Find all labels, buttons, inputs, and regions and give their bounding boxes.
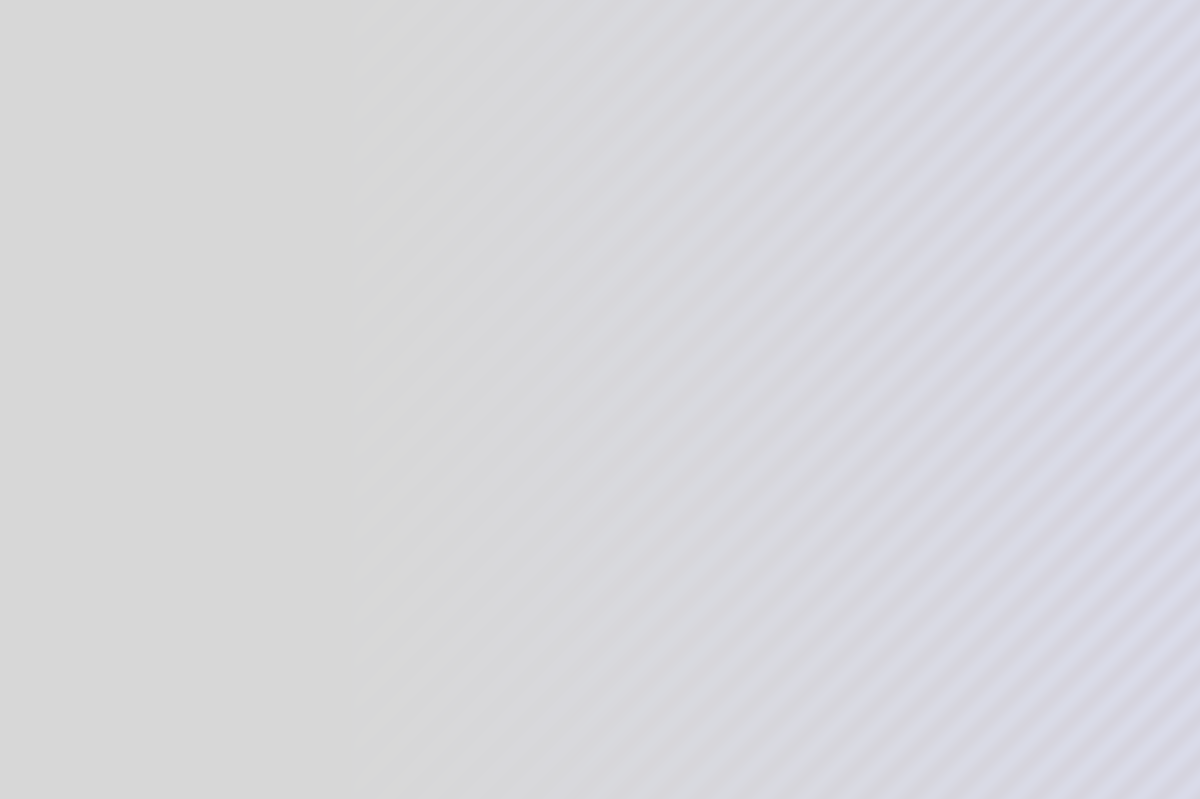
Text: $5,885,455: $5,885,455 <box>182 472 341 500</box>
Text: 39%: 39% <box>280 271 341 299</box>
Text: Using the following data, estimate the new Return on Investment if there is a: Using the following data, estimate the n… <box>22 22 1096 50</box>
Bar <box>18 175 348 545</box>
Text: 361,596: 361,596 <box>226 365 341 393</box>
Bar <box>18 175 348 545</box>
Text: Sales: Sales <box>25 192 98 220</box>
Text: Average
operating
assets: Average operating assets <box>25 436 158 535</box>
Text: base.: base. <box>22 98 97 126</box>
Text: Contribution
margin: Contribution margin <box>25 252 197 316</box>
Text: Controllable
fixed costs: Controllable fixed costs <box>25 348 192 411</box>
Text: Round to two decimal places. Be sure to enter the answer as a percentage but: Round to two decimal places. Be sure to … <box>22 640 1116 668</box>
Text: 11% decrease in variable and fixed costs- with average operating assets as the: 11% decrease in variable and fixed costs… <box>22 60 1127 88</box>
Text: $2,436,021: $2,436,021 <box>182 192 341 220</box>
Text: do not include the % sign.: do not include the % sign. <box>22 678 385 706</box>
